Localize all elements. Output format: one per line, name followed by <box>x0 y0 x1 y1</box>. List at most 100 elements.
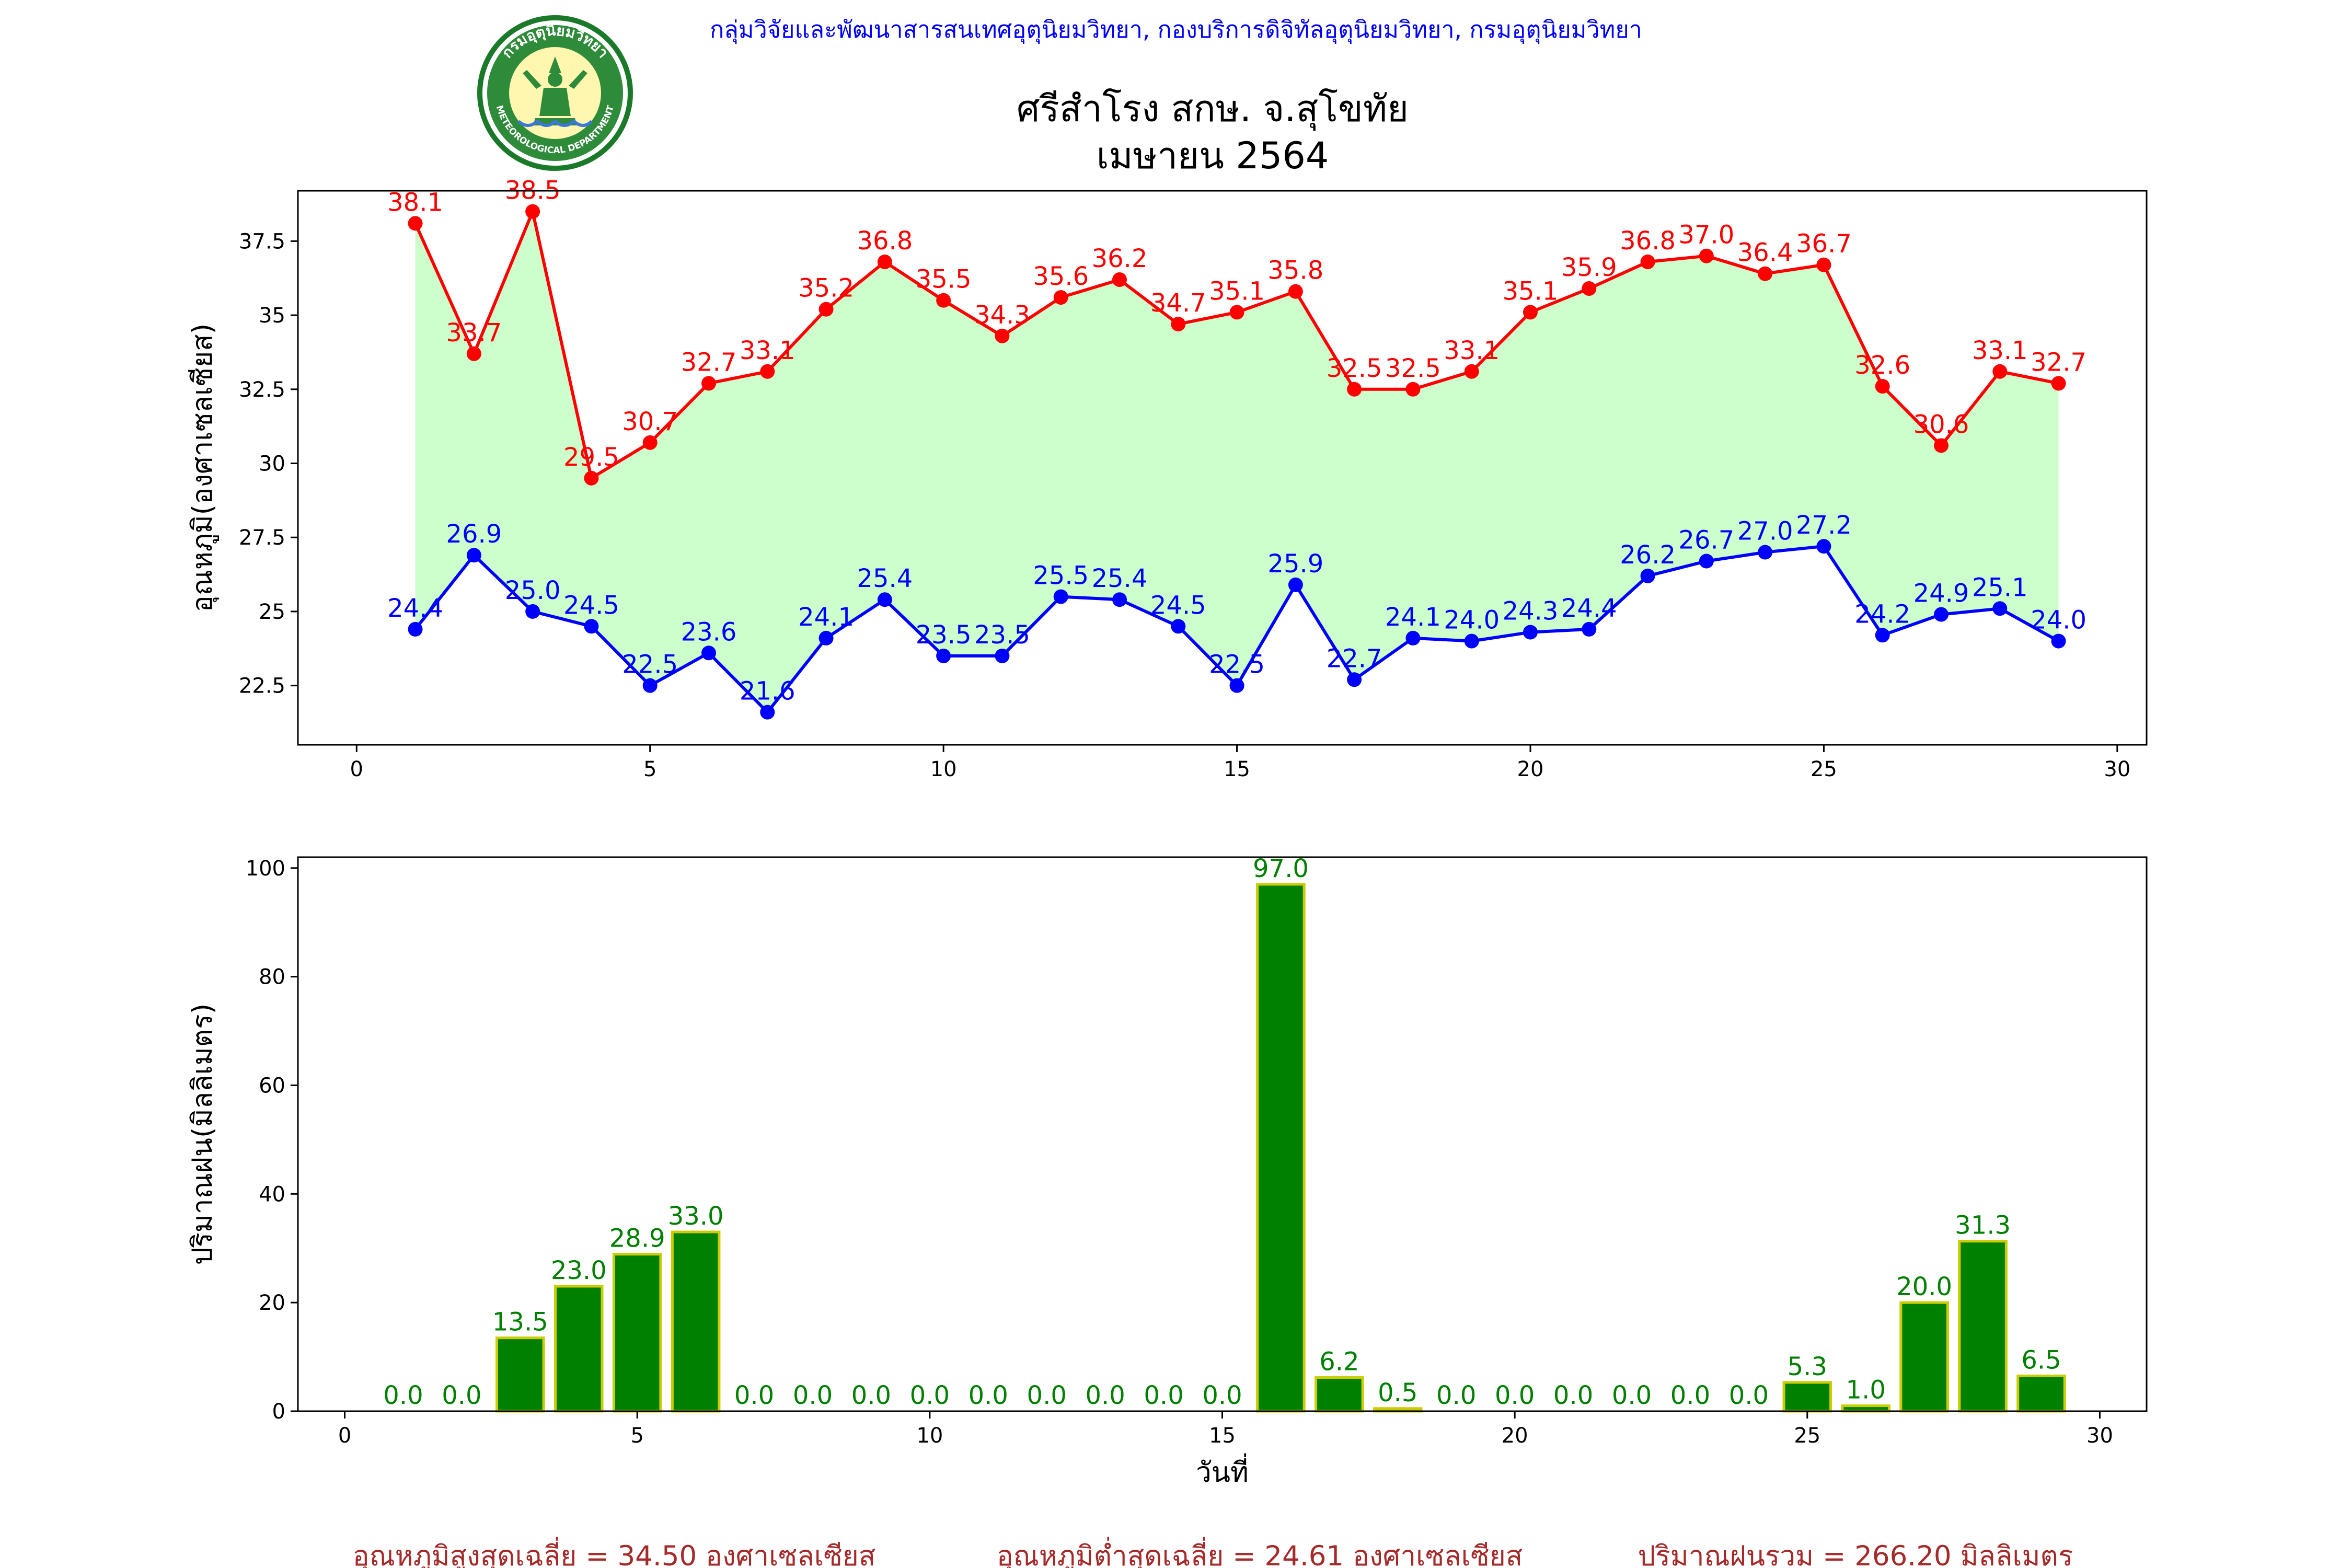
rain-data-label: 0.0 <box>1553 1381 1593 1410</box>
rain-data-label: 1.0 <box>1846 1376 1886 1405</box>
temperature-chart: 38.133.738.529.530.732.7 33.135.236.835.5… <box>187 176 2148 781</box>
rain-bar <box>671 1230 721 1413</box>
temperature-ytick-label: 30 <box>259 452 285 476</box>
tmin-data-label: 24.2 <box>1854 599 1910 629</box>
rain-data-label: 0.5 <box>1378 1378 1417 1408</box>
tmin-data-label: 21.6 <box>740 677 795 706</box>
tmin-data-label: 26.7 <box>1678 526 1734 555</box>
temperature-range-fill <box>415 211 2059 712</box>
tmin-data-label: 24.9 <box>1913 579 1969 608</box>
rain-bar <box>1782 1381 1832 1413</box>
temperature-ylabel: อุณหภูมิ(องศาเซลเซียส) <box>187 324 219 612</box>
tmax-point <box>1053 290 1068 305</box>
tmax-point <box>877 255 892 270</box>
rain-data-label: 0.0 <box>1144 1381 1183 1410</box>
rainfall-xtick-label: 15 <box>1209 1424 1236 1448</box>
tmin-data-label: 25.1 <box>1972 573 2028 602</box>
tmax-point <box>1640 255 1655 270</box>
tmin-data-label: 24.1 <box>1385 603 1441 632</box>
tmax-data-label: 35.5 <box>916 265 972 294</box>
rain-data-label: 0.0 <box>910 1381 950 1410</box>
tmin-point <box>701 645 716 661</box>
tmax-point <box>1992 364 2008 379</box>
tmin-point <box>1992 601 2008 616</box>
rainfall-ytick-label: 0 <box>272 1400 285 1424</box>
tmin-point <box>1053 589 1068 604</box>
tmin-point <box>1112 592 1127 607</box>
tmax-data-label: 32.5 <box>1385 354 1441 383</box>
temperature-ytick-label: 37.5 <box>239 229 285 253</box>
tmax-point <box>525 204 540 219</box>
tmin-point <box>1816 539 1831 554</box>
tmin-data-label: 25.9 <box>1267 549 1323 579</box>
rain-data-label: 0.0 <box>1027 1381 1067 1410</box>
tmax-point <box>1758 266 1773 281</box>
logo-figure-icon <box>523 56 587 125</box>
tmax-point <box>995 328 1010 343</box>
tmin-point <box>877 592 892 607</box>
tmax-data-label: 35.1 <box>1209 276 1265 306</box>
rain-data-label: 0.0 <box>734 1381 774 1410</box>
rain-data-label: 13.5 <box>492 1308 548 1337</box>
tmax-point <box>1582 281 1597 296</box>
rain-bar <box>1899 1301 1949 1413</box>
station-title: ศรีสำโรง สกษ. จ.สุโขทัย <box>1017 87 1409 131</box>
tmin-data-label: 24.5 <box>1150 591 1206 620</box>
temperature-ytick-label: 25 <box>259 600 285 624</box>
temperature-ytick-label: 32.5 <box>239 378 285 402</box>
temperature-xtick-label: 15 <box>1224 757 1250 781</box>
tmax-data-label: 35.2 <box>798 274 854 303</box>
tmax-data-label: 37.0 <box>1678 221 1734 250</box>
rain-data-label: 0.0 <box>793 1381 833 1410</box>
rain-bar <box>554 1285 604 1413</box>
rainfall-ytick-label: 40 <box>259 1182 285 1206</box>
rain-data-label: 0.0 <box>383 1381 423 1410</box>
rain-data-label: 0.0 <box>1670 1381 1710 1410</box>
period-title: เมษายน 2564 <box>1097 134 1329 177</box>
temperature-ytick-label: 22.5 <box>239 674 285 698</box>
tmax-data-label: 36.4 <box>1737 238 1793 268</box>
tmax-point <box>1875 379 1890 394</box>
tmin-data-label: 24.4 <box>387 594 443 623</box>
tmin-point <box>1464 633 1479 649</box>
tmin-point <box>1523 625 1538 640</box>
temperature-axes-frame <box>297 190 2148 746</box>
rainfall-ylabel: ปริมาณฝน(มิลลิเมตร) <box>187 1004 218 1265</box>
tmin-point <box>525 604 540 619</box>
footer-average-min: อุณหภูมิต่ำสุดเฉลี่ย = 24.61 องศาเซลเซีย… <box>997 1537 1523 1568</box>
tmax-data-label: 35.9 <box>1561 253 1617 282</box>
agency-header: กลุ่มวิจัยและพัฒนาสารสนเทศอุตุนิยมวิทยา,… <box>710 16 1642 44</box>
rainfall-ytick-label: 60 <box>259 1074 285 1098</box>
tmax-point <box>1288 284 1303 299</box>
tmin-point <box>408 621 423 637</box>
rainfall-xtick-label: 20 <box>1502 1424 1528 1448</box>
tmin-point <box>818 630 834 645</box>
tmax-point <box>936 293 951 308</box>
temperature-xtick-label: 10 <box>930 757 957 781</box>
rainfall-xtick-label: 10 <box>916 1424 943 1448</box>
tmin-point <box>995 648 1010 663</box>
rain-bar <box>1841 1404 1891 1413</box>
tmin-point <box>1875 628 1890 643</box>
rain-data-label: 31.3 <box>1955 1211 2011 1240</box>
rainfall-ytick-label: 20 <box>259 1291 285 1315</box>
temperature-xtick-label: 20 <box>1517 757 1544 781</box>
rain-data-label: 33.0 <box>668 1202 724 1231</box>
tmin-data-label: 24.0 <box>1444 606 1500 635</box>
tmax-data-label: 34.7 <box>1150 289 1206 318</box>
rain-data-label: 6.5 <box>2021 1345 2061 1375</box>
tmax-point <box>1229 305 1244 320</box>
tmax-point <box>760 364 775 379</box>
tmax-point <box>818 302 834 317</box>
tmin-data-label: 25.4 <box>1092 564 1148 593</box>
tmin-data-label: 24.5 <box>563 591 619 620</box>
tmax-data-label: 36.2 <box>1092 244 1148 273</box>
tmax-point <box>701 376 716 391</box>
tmin-point <box>1934 607 1949 622</box>
tmax-point <box>1347 382 1362 397</box>
tmin-data-label: 23.5 <box>974 620 1030 650</box>
tmin-data-label: 22.5 <box>1209 650 1265 679</box>
tmax-data-label: 38.1 <box>387 188 443 217</box>
rain-data-label: 23.0 <box>551 1256 607 1285</box>
